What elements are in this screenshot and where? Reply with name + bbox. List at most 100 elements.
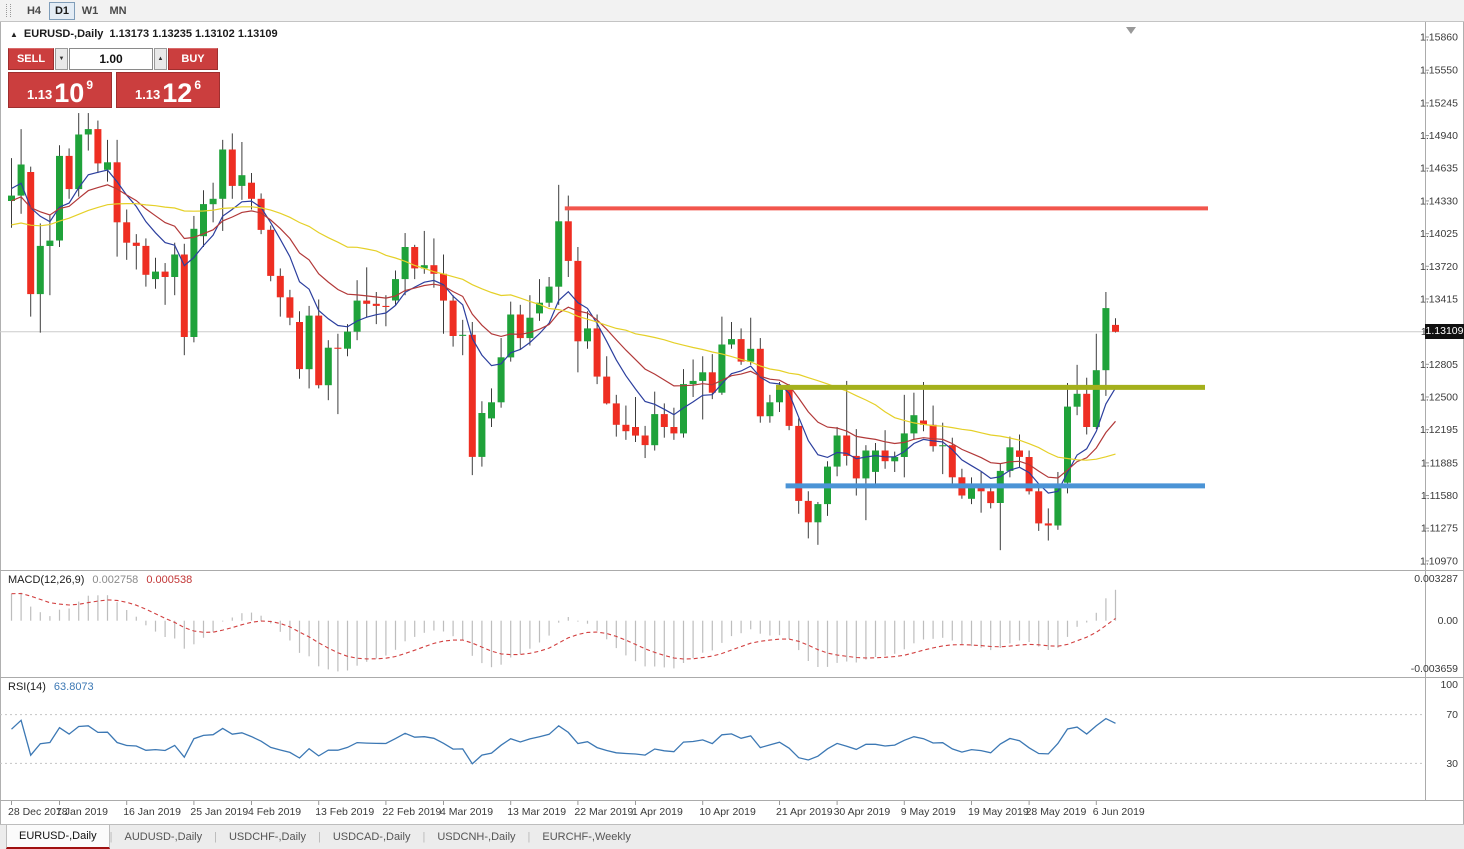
chevron-down-icon: ▼ xyxy=(58,56,65,62)
svg-text:0.00: 0.00 xyxy=(1438,615,1459,627)
svg-text:1.11885: 1.11885 xyxy=(1421,457,1458,469)
tab-audusd-daily[interactable]: AUDUSD-,Daily xyxy=(124,831,203,843)
svg-text:1.15860: 1.15860 xyxy=(1420,31,1458,43)
svg-text:22 Feb 2019: 22 Feb 2019 xyxy=(382,806,441,818)
current-price-tag: 1.13109 xyxy=(1425,324,1464,340)
svg-text:22 Mar 2019: 22 Mar 2019 xyxy=(574,806,633,818)
pane-separators xyxy=(0,22,1464,801)
svg-text:1.15550: 1.15550 xyxy=(1420,65,1458,77)
volume-increase-button[interactable]: ▲ xyxy=(154,48,167,70)
rsi-value: 63.8073 xyxy=(53,681,94,693)
timeframe-button-w1[interactable]: W1 xyxy=(81,4,99,17)
macd-label: MACD(12,26,9) xyxy=(8,574,85,586)
symbol-marker-icon: ▲ xyxy=(10,30,18,39)
svg-text:10 Apr 2019: 10 Apr 2019 xyxy=(699,806,756,818)
ma-ema-8-line xyxy=(11,169,1117,494)
svg-text:70: 70 xyxy=(1446,709,1458,721)
svg-text:1.12500: 1.12500 xyxy=(1420,391,1458,403)
tab-usdcad-daily[interactable]: USDCAD-,Daily xyxy=(332,831,411,843)
timeframe-button-mn[interactable]: MN xyxy=(109,4,127,17)
tab-eurusd-daily[interactable]: EURUSD-,Daily xyxy=(6,825,110,849)
toolbar-grip[interactable] xyxy=(6,4,11,17)
svg-text:1.10970: 1.10970 xyxy=(1420,555,1458,567)
buy-price-sup: 6 xyxy=(194,78,202,92)
svg-text:16 Jan 2019: 16 Jan 2019 xyxy=(123,806,181,818)
tab-usdchf-daily[interactable]: USDCHF-,Daily xyxy=(228,831,306,843)
chart-tab-bar: EURUSD-,Daily | AUDUSD-,Daily | USDCHF-,… xyxy=(0,824,1464,849)
horizontal-line-objects xyxy=(564,206,1208,489)
tab-usdcnh-daily[interactable]: USDCNH-,Daily xyxy=(437,831,516,843)
svg-text:1.14940: 1.14940 xyxy=(1420,130,1458,142)
svg-text:1.11275: 1.11275 xyxy=(1421,523,1458,535)
buy-button[interactable]: BUY xyxy=(168,48,218,70)
tab-separator: | xyxy=(422,831,426,843)
rsi-line xyxy=(11,717,1116,765)
chart-symbol-label: EURUSD-,Daily xyxy=(23,28,104,40)
one-click-trading-widget: SELL ▼ ▲ BUY 1.13 10 9 1.13 12 6 xyxy=(8,48,220,108)
moving-averages xyxy=(11,169,1117,494)
svg-text:1 Apr 2019: 1 Apr 2019 xyxy=(632,806,683,818)
rsi-header: RSI(14) 63.8073 xyxy=(8,681,94,693)
macd-signal xyxy=(11,592,1116,660)
svg-text:25 Jan 2019: 25 Jan 2019 xyxy=(190,806,248,818)
svg-text:28 May 2019: 28 May 2019 xyxy=(1026,806,1087,818)
svg-text:7 Jan 2019: 7 Jan 2019 xyxy=(56,806,108,818)
macd-header: MACD(12,26,9) 0.002758 0.000538 xyxy=(8,574,192,586)
svg-text:1.15245: 1.15245 xyxy=(1420,97,1458,109)
svg-text:1.14635: 1.14635 xyxy=(1420,163,1458,175)
timeframe-button-h4[interactable]: H4 xyxy=(26,4,42,17)
tab-separator: | xyxy=(527,831,531,843)
buy-price-big: 12 xyxy=(162,78,193,109)
svg-text:1.12195: 1.12195 xyxy=(1420,424,1458,436)
svg-text:21 Apr 2019: 21 Apr 2019 xyxy=(776,806,833,818)
svg-text:1.11580: 1.11580 xyxy=(1421,490,1458,502)
macd-histogram xyxy=(10,589,1117,672)
svg-text:1.14330: 1.14330 xyxy=(1420,195,1458,207)
buy-price-display[interactable]: 1.13 12 6 xyxy=(116,72,220,108)
timeframe-toolbar: H4 D1 W1 MN xyxy=(0,0,1464,22)
chart-ohlc-values: 1.13173 1.13235 1.13102 1.13109 xyxy=(109,28,278,40)
svg-text:28 Dec 2018: 28 Dec 2018 xyxy=(8,806,68,818)
ma-ema-17-line xyxy=(11,184,1116,479)
svg-text:1.13415: 1.13415 xyxy=(1420,293,1458,305)
svg-text:13 Mar 2019: 13 Mar 2019 xyxy=(507,806,566,818)
chart-header: ▲ EURUSD-,Daily 1.13173 1.13235 1.13102 … xyxy=(10,28,278,40)
svg-text:19 May 2019: 19 May 2019 xyxy=(968,806,1029,818)
svg-text:1.12805: 1.12805 xyxy=(1420,359,1458,371)
svg-text:1.14025: 1.14025 xyxy=(1420,228,1458,240)
chart-canvas[interactable]: 1.15860 1.15550 1.15245 1.14940 1.14635 1.143… xyxy=(0,22,1464,824)
svg-text:4 Feb 2019: 4 Feb 2019 xyxy=(248,806,301,818)
chart-area: 1.15860 1.15550 1.15245 1.14940 1.14635 1.143… xyxy=(0,22,1464,824)
svg-text:4 Mar 2019: 4 Mar 2019 xyxy=(440,806,493,818)
chart-shift-marker-icon[interactable] xyxy=(1126,27,1136,34)
rsi-label: RSI(14) xyxy=(8,681,46,693)
macd-signal-value: 0.000538 xyxy=(146,574,193,586)
shift-marker xyxy=(1126,27,1136,34)
svg-text:-0.003659: -0.003659 xyxy=(1411,663,1458,675)
macd-main-value: 0.002758 xyxy=(92,574,139,586)
tab-separator: | xyxy=(214,831,217,843)
svg-text:13 Feb 2019: 13 Feb 2019 xyxy=(315,806,374,818)
volume-decrease-button[interactable]: ▼ xyxy=(55,48,68,70)
svg-text:0.003287: 0.003287 xyxy=(1414,573,1458,585)
buy-price-prefix: 1.13 xyxy=(134,87,161,102)
svg-text:30: 30 xyxy=(1446,758,1458,770)
svg-text:100: 100 xyxy=(1440,679,1458,691)
svg-text:1.13720: 1.13720 xyxy=(1420,261,1458,273)
sell-price-prefix: 1.13 xyxy=(26,87,53,102)
timeframe-button-d1[interactable]: D1 xyxy=(49,1,75,20)
ma-sma-34-line xyxy=(11,202,1116,461)
volume-input[interactable] xyxy=(69,48,153,70)
chevron-up-icon: ▲ xyxy=(157,56,164,62)
macd-signal-line xyxy=(11,592,1116,660)
tab-eurchf-weekly[interactable]: EURCHF-,Weekly xyxy=(542,831,631,843)
svg-text:6 Jun 2019: 6 Jun 2019 xyxy=(1093,806,1145,818)
sell-price-sup: 9 xyxy=(86,78,94,92)
sell-button[interactable]: SELL xyxy=(8,48,54,70)
svg-text:30 Apr 2019: 30 Apr 2019 xyxy=(834,806,891,818)
sell-price-display[interactable]: 1.13 10 9 xyxy=(8,72,112,108)
svg-text:9 May 2019: 9 May 2019 xyxy=(901,806,956,818)
rsi-line-g xyxy=(11,717,1116,765)
axis-labels: 1.15860 1.15550 1.15245 1.14940 1.14635 1.143… xyxy=(8,31,1458,818)
